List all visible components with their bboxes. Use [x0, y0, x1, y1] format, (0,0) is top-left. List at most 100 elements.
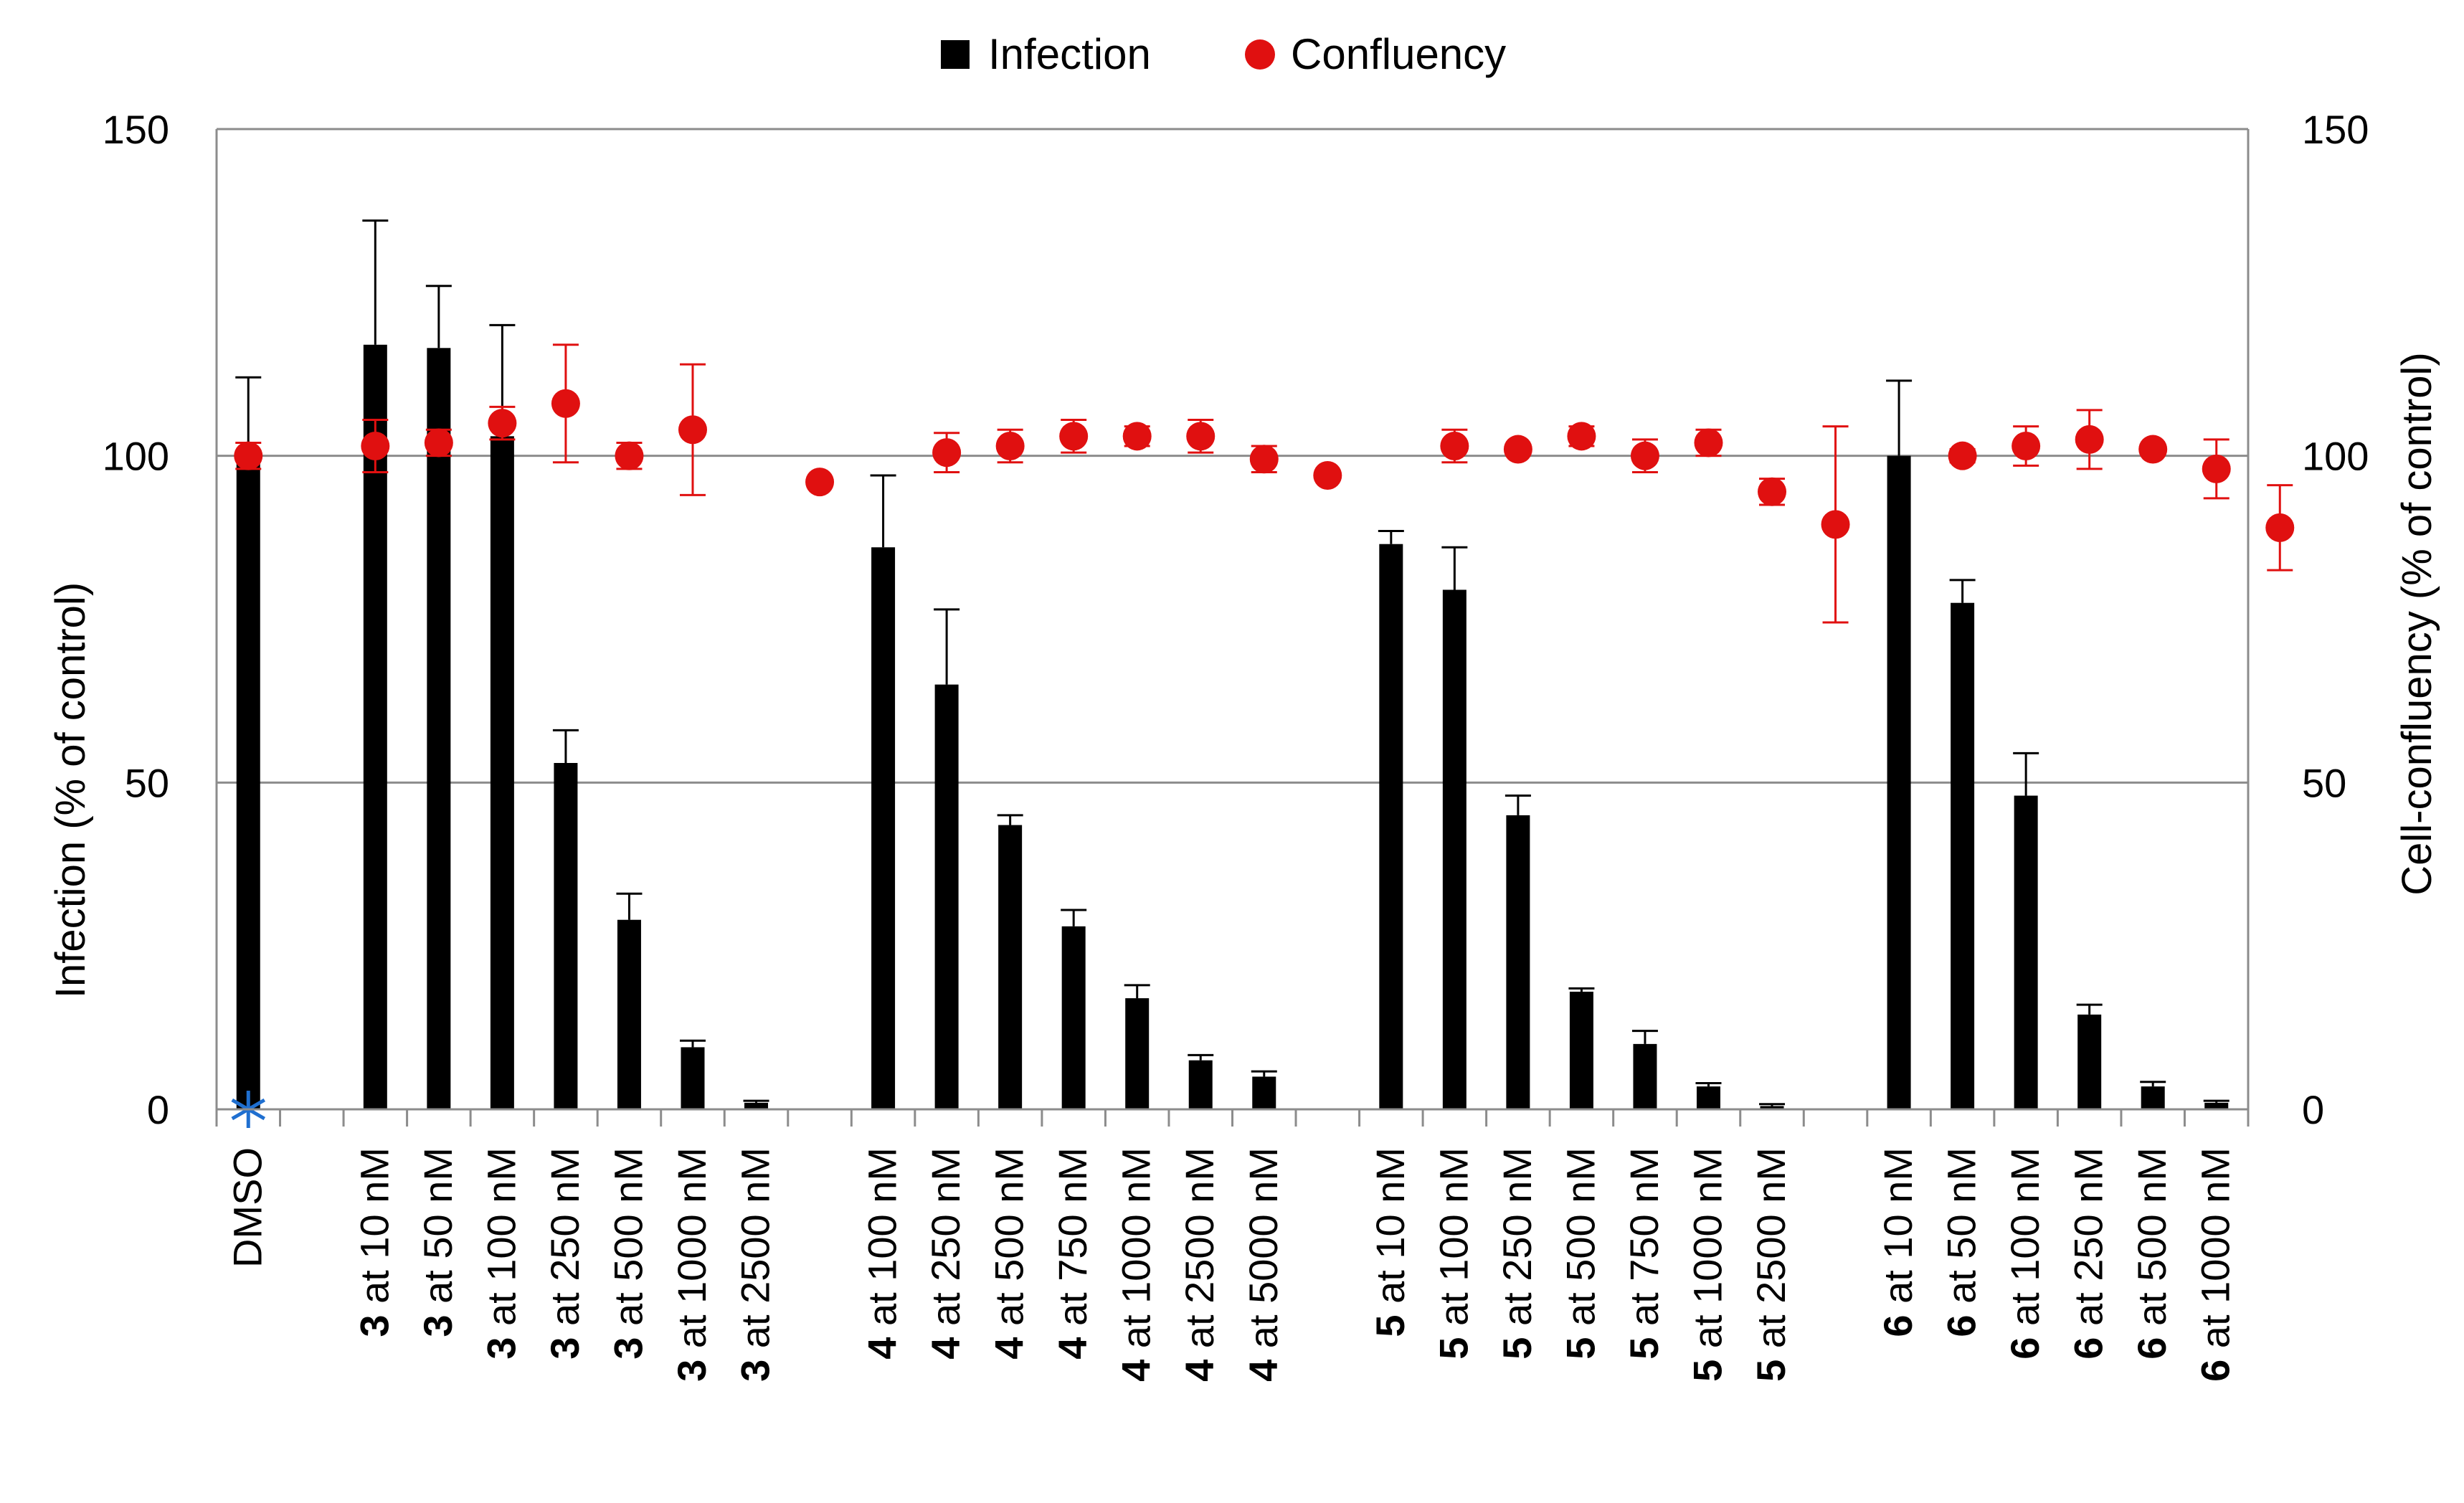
confluency-point — [361, 431, 390, 460]
x-label: 6 at 250 nM — [2066, 1147, 2111, 1360]
x-label: 3 at 2500 nM — [733, 1147, 778, 1382]
left-axis-ticks: 0 50 100 150 — [103, 107, 169, 1132]
infection-bar — [1760, 1106, 1784, 1109]
confluency-point — [2138, 435, 2168, 464]
infection-bar — [1188, 1060, 1213, 1109]
confluency-point — [1948, 441, 1977, 470]
x-label: 6 at 500 nM — [2129, 1147, 2174, 1360]
x-label: 5 at 2500 nM — [1748, 1147, 1793, 1382]
confluency-point — [2012, 431, 2041, 460]
infection-bar — [744, 1102, 769, 1109]
x-label: 3 at 1000 nM — [669, 1147, 714, 1382]
right-axis-ticks: 0 50 100 150 — [2302, 107, 2369, 1132]
confluency-point — [2202, 454, 2231, 483]
left-tick-50: 50 — [125, 760, 169, 805]
infection-bar — [871, 547, 896, 1109]
x-label: 5 at 100 nM — [1431, 1147, 1476, 1360]
infection-bar — [1696, 1086, 1720, 1109]
legend-confluency-swatch — [1245, 39, 1275, 70]
infection-bar — [1569, 991, 1593, 1109]
x-label: 4 at 500 nM — [987, 1147, 1032, 1360]
x-label: 5 at 1000 nM — [1684, 1147, 1730, 1382]
x-label: 5 at 750 nM — [1621, 1147, 1667, 1360]
confluency-point — [424, 428, 453, 457]
left-axis-title: Infection (% of control) — [47, 582, 94, 998]
confluency-point — [1249, 445, 1279, 474]
confluency-points — [234, 343, 2295, 624]
confluency-point — [1186, 422, 1216, 451]
infection-bar — [1442, 589, 1466, 1109]
right-tick-100: 100 — [2302, 434, 2369, 479]
x-label: 3 at 50 nM — [415, 1147, 460, 1337]
infection-bar — [1951, 602, 1975, 1109]
right-tick-50: 50 — [2302, 760, 2346, 805]
confluency-point — [995, 431, 1025, 460]
confluency-point — [1630, 441, 1659, 470]
confluency-point — [234, 441, 263, 470]
infection-bar — [1061, 926, 1086, 1109]
confluency-point — [488, 409, 517, 438]
right-tick-150: 150 — [2302, 107, 2369, 152]
infection-bar — [1506, 815, 1530, 1109]
x-label: DMSO — [224, 1147, 270, 1268]
axes — [215, 129, 2250, 1127]
confluency-point — [2265, 513, 2295, 542]
infection-bar — [998, 825, 1023, 1109]
confluency-point — [678, 415, 707, 445]
infection-bar — [1252, 1076, 1276, 1109]
infection-bar — [617, 919, 641, 1109]
legend-infection-label: Infection — [988, 30, 1151, 78]
infection-bar — [1379, 544, 1403, 1109]
x-label: 4 at 100 nM — [860, 1147, 905, 1360]
infection-bar — [934, 684, 959, 1109]
x-label: 4 at 2500 nM — [1177, 1147, 1222, 1382]
x-label: 5 at 250 nM — [1494, 1147, 1540, 1360]
left-tick-150: 150 — [103, 107, 169, 152]
x-label: 6 at 1000 nM — [2193, 1147, 2238, 1382]
confluency-point — [615, 441, 644, 470]
infection-bar — [1887, 455, 1911, 1109]
infection-bar — [490, 436, 514, 1109]
confluency-point — [2075, 425, 2104, 454]
confluency-point — [1122, 422, 1152, 451]
legend-confluency-label: Confluency — [1291, 30, 1506, 78]
x-label: 4 at 1000 nM — [1114, 1147, 1159, 1382]
x-axis-labels: DMSO 3 at 10 nM 3 at 50 nM 3 at 100 nM 3 at … — [224, 1147, 2237, 1382]
confluency-point — [805, 468, 835, 497]
confluency-point — [932, 438, 962, 468]
gridlines — [217, 128, 2248, 784]
confluency-point — [1694, 428, 1723, 457]
infection-bar — [427, 348, 451, 1110]
x-label: 6 at 50 nM — [1939, 1147, 1984, 1337]
x-label: 5 at 10 nM — [1368, 1147, 1413, 1337]
confluency-point — [551, 389, 580, 418]
right-tick-0: 0 — [2302, 1087, 2324, 1132]
infection-bar — [1633, 1043, 1657, 1109]
x-label: 3 at 250 nM — [542, 1147, 587, 1360]
infection-bar — [681, 1047, 705, 1109]
infection-bars — [231, 219, 2230, 1128]
x-label: 3 at 10 nM — [351, 1147, 397, 1337]
x-label: 4 at 750 nM — [1050, 1147, 1095, 1360]
right-axis-title: Cell-confluency (% of control) — [2394, 352, 2440, 896]
confluency-point — [1313, 461, 1342, 490]
x-label: 6 at 10 nM — [1875, 1147, 1920, 1337]
infection-bar — [1125, 998, 1150, 1109]
confluency-point — [1567, 422, 1596, 451]
left-tick-0: 0 — [147, 1087, 169, 1132]
confluency-point — [1503, 435, 1532, 464]
x-label: 3 at 500 nM — [605, 1147, 650, 1360]
legend: Infection Confluency — [941, 30, 1506, 78]
infection-bar — [2204, 1102, 2229, 1109]
infection-bar — [2141, 1086, 2165, 1109]
confluency-point — [1059, 422, 1089, 451]
left-tick-100: 100 — [103, 434, 169, 479]
confluency-point — [1440, 431, 1469, 460]
x-label: 6 at 100 nM — [2002, 1147, 2047, 1360]
infection-bar — [2077, 1014, 2102, 1109]
confluency-point — [1758, 477, 1787, 506]
x-label: 4 at 5000 nM — [1241, 1147, 1286, 1382]
legend-infection-swatch — [941, 40, 970, 69]
infection-bar — [2014, 795, 2038, 1109]
